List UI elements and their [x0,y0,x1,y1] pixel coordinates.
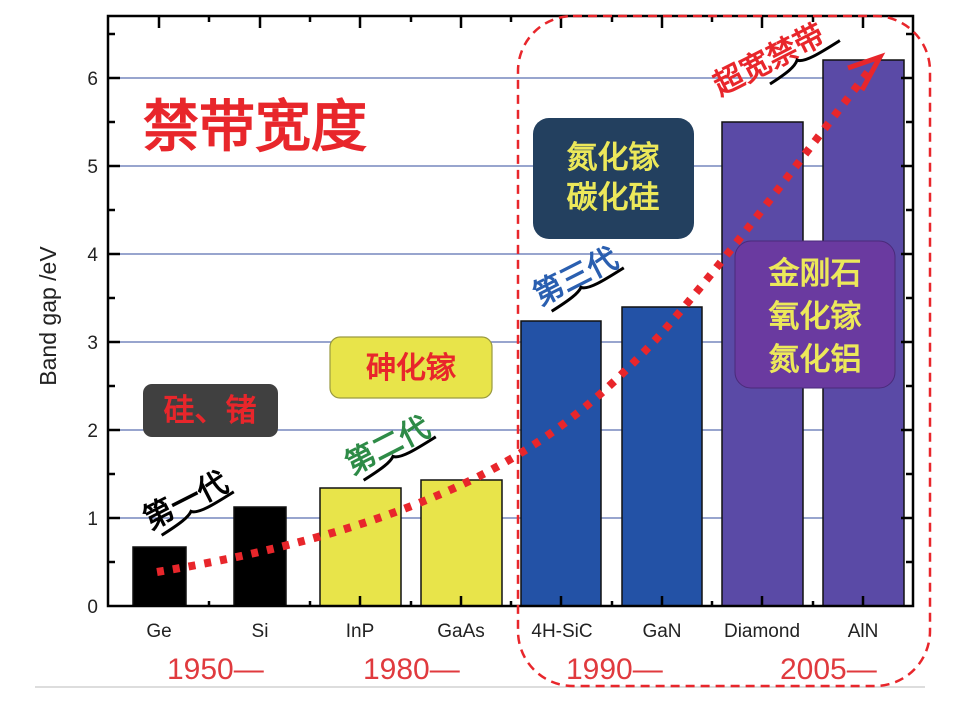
x-tick-inp: InP [346,621,375,642]
materials-box-gen4: 金刚石 氧化镓 氮化铝 [734,240,896,389]
generation-label-gen1: 第一代 [138,465,235,537]
x-tick-4h-sic: 4H-SiC [531,621,592,642]
year-1950: 1950— [167,653,264,686]
x-tick-si: Si [252,621,269,642]
trend-dotted-arrow [156,69,872,576]
materials-box-gen3: 氮化镓 碳化硅 [533,118,694,239]
y-tick-1: 1 [87,509,98,530]
materials-label-gen4-line3: 氮化铝 [769,342,862,378]
materials-label-gen4-line1: 金刚石 [768,256,862,292]
generation-label-gen2: 第二代 [340,410,437,482]
gen4-text: 超宽禁带 [708,17,831,103]
x-tick-ge: Ge [146,621,171,642]
y-tick-3: 3 [87,333,98,354]
materials-label-gen2: 砷化镓 [366,351,457,386]
chart-title: 禁带宽度 [143,95,367,160]
y-tick-2: 2 [87,421,98,442]
bar-si [233,506,287,607]
x-tick-gan: GaN [642,621,681,642]
bar-gan [621,306,703,607]
materials-label-gen4-line2: 氧化镓 [769,299,863,335]
y-axis-label: Band gap /eV [35,246,61,386]
year-1990: 1990— [566,653,663,686]
materials-box-gen1: 硅、锗 [143,384,278,437]
trend-arrowhead-icon [847,52,886,92]
x-tick-labels: Ge Si InP GaAs 4H-SiC GaN Diamond AlN [146,621,878,642]
x-axis-ticks [157,16,865,606]
bar-gaas [420,479,503,607]
year-1980: 1980— [363,653,460,686]
y-tick-0: 0 [87,597,98,618]
y-tick-labels: 0 1 2 3 4 5 6 [87,69,98,618]
year-2005: 2005— [780,653,877,686]
materials-label-gen3-line2: 碳化硅 [567,180,660,216]
x-tick-diamond: Diamond [724,621,800,642]
materials-label-gen3-line1: 氮化镓 [567,140,661,176]
y-axis-ticks [108,32,913,564]
x-tick-aln: AlN [848,621,879,642]
highlight-dashed-box [516,14,932,688]
y-tick-4: 4 [87,245,98,266]
bar-inp [319,487,402,607]
bar-4h-sic [520,320,602,607]
y-tick-5: 5 [87,157,98,178]
materials-box-gen2: 砷化镓 [329,336,493,399]
year-labels: 1950— 1980— 1990— 2005— [167,653,877,686]
y-tick-6: 6 [87,69,98,90]
generation-label-gen3: 第三代 [528,241,625,313]
x-tick-gaas: GaAs [437,621,485,642]
materials-label-gen1: 硅、锗 [164,393,257,429]
